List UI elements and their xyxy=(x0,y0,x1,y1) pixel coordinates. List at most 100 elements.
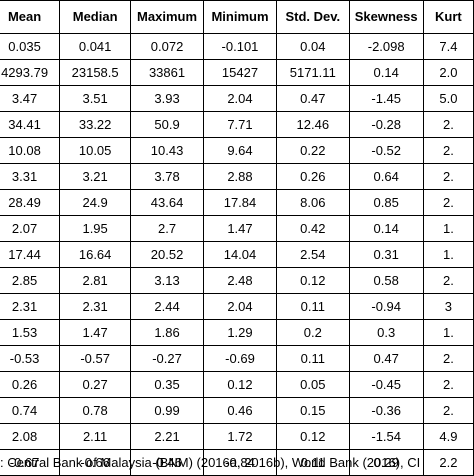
table-cell: 3.47 xyxy=(0,85,61,112)
table-row: 10.08 10.05 10.43 9.64 0.22 -0.52 2. xyxy=(0,137,474,164)
table-cell: 7.71 xyxy=(202,111,278,138)
table-cell: 8.06 xyxy=(276,189,350,216)
table-cell: 10.43 xyxy=(130,137,204,164)
header-row: Mean Median Maximum Minimum Std. Dev. Sk… xyxy=(0,0,474,34)
table-cell: 2.21 xyxy=(130,423,204,450)
table-cell: 0.47 xyxy=(276,85,350,112)
table-row: 0.035 0.041 0.072 -0.101 0.04 -2.098 7.4 xyxy=(0,33,474,60)
table-cell: 0.041 xyxy=(59,33,132,60)
table-cell: 1.53 xyxy=(0,319,61,346)
table-cell: 3.13 xyxy=(130,267,204,294)
table-cell: 3.31 xyxy=(0,163,61,190)
table-cell: 3 xyxy=(422,293,474,320)
table-cell: 2.7 xyxy=(130,215,204,242)
table-row: 4293.79 23158.5 33861 15427 5171.11 0.14 2.0 xyxy=(0,59,474,86)
table-cell: 10.05 xyxy=(59,137,132,164)
header-minimum: Minimum xyxy=(202,0,278,34)
table-cell: 0.072 xyxy=(130,33,204,60)
table-cell: 2.31 xyxy=(0,293,61,320)
table-cell: 14.04 xyxy=(202,241,278,268)
table-cell: 16.64 xyxy=(59,241,132,268)
table-row: -0.53 -0.57 -0.27 -0.69 0.11 0.47 2. xyxy=(0,345,474,372)
table-cell: 2.07 xyxy=(0,215,61,242)
table-cell: 0.22 xyxy=(276,137,350,164)
table-cell: 0.78 xyxy=(59,397,132,424)
table-cell: 0.14 xyxy=(348,59,424,86)
table-cell: -0.57 xyxy=(59,345,132,372)
table-cell: 0.12 xyxy=(276,267,350,294)
table-cell: 28.49 xyxy=(0,189,61,216)
table-cell: 0.2 xyxy=(276,319,350,346)
table-cell: 0.35 xyxy=(130,371,204,398)
table-cell: -0.28 xyxy=(348,111,424,138)
table-cell: 1. xyxy=(422,215,474,242)
table-cell: 0.99 xyxy=(130,397,204,424)
table-cell: 0.46 xyxy=(202,397,278,424)
table-row: 1.53 1.47 1.86 1.29 0.2 0.3 1. xyxy=(0,319,474,346)
header-skewness: Skewness xyxy=(348,0,424,34)
table-cell: 2.81 xyxy=(59,267,132,294)
table-body: 0.035 0.041 0.072 -0.101 0.04 -2.098 7.4 4293.7… xyxy=(0,33,474,476)
table-row: 2.31 2.31 2.44 2.04 0.11 -0.94 3 xyxy=(0,293,474,320)
table-cell: 0.3 xyxy=(348,319,424,346)
header-kurtosis: Kurt xyxy=(422,0,474,34)
table-row: 2.08 2.11 2.21 1.72 0.12 -1.54 4.9 xyxy=(0,423,474,450)
table-cell: -0.52 xyxy=(348,137,424,164)
header-median: Median xyxy=(59,0,132,34)
table-cell: 43.64 xyxy=(130,189,204,216)
table-cell: 50.9 xyxy=(130,111,204,138)
table-cell: 3.51 xyxy=(59,85,132,112)
table-cell: 2. xyxy=(422,137,474,164)
table-cell: 2. xyxy=(422,189,474,216)
table-cell: 0.15 xyxy=(276,397,350,424)
table-cell: 0.14 xyxy=(348,215,424,242)
table-cell: 10.08 xyxy=(0,137,61,164)
table-cell: 0.12 xyxy=(276,423,350,450)
table-cell: -0.36 xyxy=(348,397,424,424)
table-cell: 2.54 xyxy=(276,241,350,268)
table-cell: 2.04 xyxy=(202,293,278,320)
table-cell: 3.78 xyxy=(130,163,204,190)
table-cell: 3.93 xyxy=(130,85,204,112)
table-cell: -0.94 xyxy=(348,293,424,320)
table-row: 0.26 0.27 0.35 0.12 0.05 -0.45 2. xyxy=(0,371,474,398)
table-cell: 2. xyxy=(422,371,474,398)
table-cell: -0.69 xyxy=(202,345,278,372)
table-cell: 2.04 xyxy=(202,85,278,112)
header-mean: Mean xyxy=(0,0,61,34)
table-row: 3.47 3.51 3.93 2.04 0.47 -1.45 5.0 xyxy=(0,85,474,112)
table-cell: 2.48 xyxy=(202,267,278,294)
header-maximum: Maximum xyxy=(130,0,204,34)
table-row: 17.44 16.64 20.52 14.04 2.54 0.31 1. xyxy=(0,241,474,268)
table-cell: 2.88 xyxy=(202,163,278,190)
table-cell: 23158.5 xyxy=(59,59,132,86)
table-cell: -0.101 xyxy=(202,33,278,60)
table-cell: 17.84 xyxy=(202,189,278,216)
table-cell: -0.45 xyxy=(348,371,424,398)
table-cell: 0.05 xyxy=(276,371,350,398)
table-cell: 5.0 xyxy=(422,85,474,112)
table-cell: 0.47 xyxy=(348,345,424,372)
table-cell: 1. xyxy=(422,241,474,268)
table-cell: 1. xyxy=(422,319,474,346)
table-cell: 0.04 xyxy=(276,33,350,60)
table-cell: 1.95 xyxy=(59,215,132,242)
table-cell: -1.45 xyxy=(348,85,424,112)
table-cell: 3.21 xyxy=(59,163,132,190)
table-row: 2.85 2.81 3.13 2.48 0.12 0.58 2. xyxy=(0,267,474,294)
table-cell: 2.31 xyxy=(59,293,132,320)
table-cell: 2. xyxy=(422,267,474,294)
table-cell: 1.29 xyxy=(202,319,278,346)
table-cell: 4.9 xyxy=(422,423,474,450)
table-cell: -1.54 xyxy=(348,423,424,450)
table-cell: 2.11 xyxy=(59,423,132,450)
table-cell: 5171.11 xyxy=(276,59,350,86)
table-cell: 2. xyxy=(422,345,474,372)
table-cell: 33861 xyxy=(130,59,204,86)
table-cell: 2. xyxy=(422,111,474,138)
table-cell: 2.2 xyxy=(422,449,474,476)
table-cell: 12.46 xyxy=(276,111,350,138)
table-cell: 0.58 xyxy=(348,267,424,294)
table-cell: -2.098 xyxy=(348,33,424,60)
